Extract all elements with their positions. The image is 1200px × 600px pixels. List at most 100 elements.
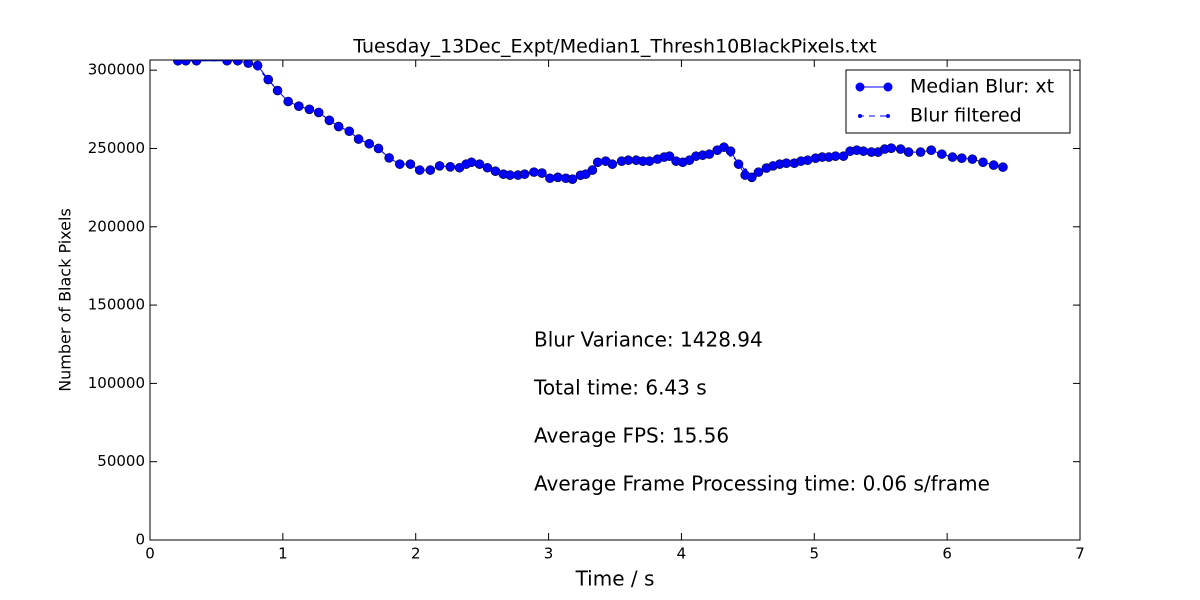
data-point — [743, 168, 748, 173]
data-point — [266, 77, 271, 82]
chart-title: Tuesday_13Dec_Expt/Median1_Thresh10Black… — [352, 36, 876, 58]
data-point — [820, 155, 825, 160]
data-point — [991, 163, 996, 168]
data-point — [939, 152, 944, 157]
data-point — [516, 173, 521, 178]
data-point — [876, 150, 881, 155]
data-point — [464, 162, 469, 167]
data-point — [578, 173, 583, 178]
data-point — [640, 159, 645, 164]
x-tick-label: 0 — [145, 545, 155, 563]
data-point — [634, 158, 639, 163]
data-point — [547, 176, 552, 181]
data-point — [367, 141, 372, 146]
data-point — [784, 161, 789, 166]
data-point — [647, 159, 652, 164]
axes-frame — [149, 59, 1081, 541]
y-tick-label: 100000 — [88, 374, 145, 392]
data-point — [674, 159, 679, 164]
data-point — [493, 169, 498, 174]
legend-box — [845, 69, 1071, 134]
data-point — [906, 150, 911, 155]
data-point — [898, 147, 903, 152]
data-point — [687, 158, 692, 163]
x-tick-label: 3 — [544, 545, 554, 563]
data-point — [336, 124, 341, 129]
data-point — [728, 152, 733, 157]
data-point — [792, 161, 797, 166]
data-point — [813, 156, 818, 161]
data-point — [749, 175, 754, 180]
legend-marker — [858, 114, 862, 118]
data-point — [235, 60, 240, 63]
data-point — [255, 66, 260, 71]
data-point — [959, 156, 964, 161]
legend-label: Blur filtered — [910, 105, 1022, 127]
data-point — [246, 61, 251, 66]
data-point — [848, 149, 853, 154]
data-point — [225, 60, 230, 63]
data-point — [485, 165, 490, 170]
data-point — [387, 155, 392, 160]
data-point — [805, 158, 810, 163]
y-tick-label: 0 — [135, 531, 145, 549]
data-point — [555, 175, 560, 180]
data-point — [286, 99, 291, 104]
data-point — [183, 60, 188, 63]
data-point — [457, 165, 462, 170]
legend-marker — [855, 82, 865, 92]
plot-area — [173, 60, 1008, 184]
legend-marker — [883, 82, 893, 92]
data-point — [477, 162, 482, 167]
data-point — [861, 149, 866, 154]
data-point — [296, 104, 301, 109]
data-point — [950, 155, 955, 160]
data-point — [882, 147, 887, 152]
data-point — [469, 160, 474, 165]
data-point — [841, 154, 846, 159]
data-point — [437, 163, 442, 168]
x-tick-label: 1 — [278, 545, 288, 563]
data-point — [531, 170, 536, 175]
legend: Median Blur: xt Blur filtered — [845, 69, 1071, 134]
data-point — [929, 148, 934, 153]
data-point — [889, 146, 894, 151]
data-point — [680, 160, 685, 165]
data-point — [508, 173, 513, 178]
y-axis-label: Number of Black Pixels — [56, 208, 75, 392]
data-point — [756, 170, 761, 175]
data-point — [347, 129, 352, 134]
data-point — [918, 150, 923, 155]
data-point — [590, 168, 595, 173]
data-point — [448, 164, 453, 169]
data-point — [736, 160, 741, 165]
data-point — [316, 110, 321, 115]
data-point — [376, 146, 381, 151]
data-point — [175, 60, 180, 63]
data-point — [356, 137, 361, 142]
data-point — [417, 168, 422, 173]
annotation: Average FPS: 15.56 — [534, 424, 729, 448]
data-point — [539, 171, 544, 176]
data-point — [327, 118, 332, 123]
data-point — [826, 155, 831, 160]
x-tick-label: 2 — [411, 545, 421, 563]
annotation: Average Frame Processing time: 0.06 s/fr… — [534, 472, 990, 496]
annotations: Blur Variance: 1428.94 Total time: 6.43 s… — [533, 328, 990, 496]
data-point — [595, 160, 600, 165]
data-point — [700, 153, 705, 158]
data-point — [833, 154, 838, 159]
y-tick-label: 50000 — [97, 452, 145, 470]
y-tick-label: 300000 — [88, 61, 145, 79]
y-tick-label: 200000 — [88, 217, 145, 235]
legend-marker — [886, 114, 890, 118]
data-point — [563, 176, 568, 181]
data-point — [194, 60, 199, 63]
data-point — [275, 88, 280, 93]
data-point — [626, 158, 631, 163]
data-point — [397, 162, 402, 167]
data-point — [667, 154, 672, 159]
annotation: Blur Variance: 1428.94 — [534, 328, 763, 352]
data-point — [764, 166, 769, 171]
